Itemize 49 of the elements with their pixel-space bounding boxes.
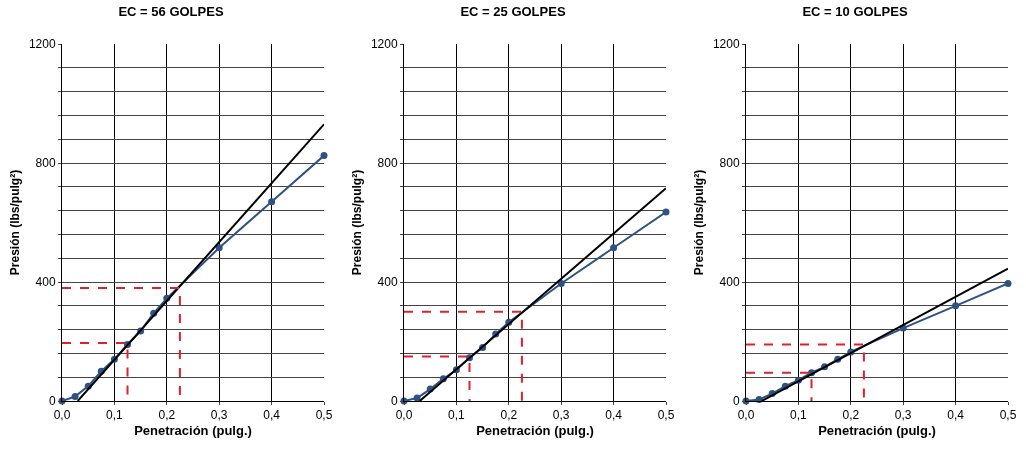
y-tick-label: 400 — [377, 275, 398, 290]
chart-title: EC = 25 GOLPES — [460, 3, 566, 19]
point — [1004, 279, 1012, 287]
y-tick-label: 400 — [719, 275, 740, 290]
y-axis-title: Presión (lbs/pulg²) — [692, 169, 707, 276]
y-axis-title: Presión (lbs/pulg²) — [350, 169, 365, 276]
y-tick-label: 800 — [377, 156, 398, 171]
y-tick-label: 1200 — [28, 37, 56, 52]
point — [320, 152, 328, 160]
point — [610, 244, 618, 252]
point — [215, 244, 223, 252]
point — [952, 302, 960, 310]
chart-title: EC = 56 GOLPES — [118, 3, 224, 19]
y-tick-label: 800 — [35, 156, 56, 171]
x-axis-title: Penetración (pulg.) — [476, 423, 594, 438]
x-tick-label: 0,1 — [790, 408, 808, 423]
x-tick-label: 0,2 — [500, 408, 518, 423]
x-tick-label: 0,3 — [552, 408, 570, 423]
x-tick-label: 0,5 — [999, 408, 1017, 423]
point — [268, 198, 276, 206]
y-tick-label: 400 — [35, 275, 56, 290]
point — [557, 279, 565, 287]
y-tick-label: 0 — [732, 394, 740, 409]
point — [413, 394, 421, 402]
x-tick-label: 0,0 — [395, 408, 413, 423]
y-tick-label: 0 — [390, 394, 398, 409]
point — [71, 393, 79, 401]
x-tick-label: 0,0 — [53, 408, 71, 423]
x-tick-label: 0,1 — [106, 408, 124, 423]
x-tick-label: 0,3 — [894, 408, 912, 423]
chart-title: EC = 10 GOLPES — [802, 3, 908, 19]
x-axis-title: Penetración (pulg.) — [134, 423, 252, 438]
x-tick-label: 0,2 — [158, 408, 176, 423]
y-tick-label: 1200 — [370, 37, 398, 52]
y-axis-title: Presión (lbs/pulg²) — [8, 169, 23, 276]
point — [662, 208, 670, 216]
x-tick-label: 0,3 — [210, 408, 228, 423]
x-tick-label: 0,5 — [657, 408, 675, 423]
y-tick-label: 800 — [719, 156, 740, 171]
x-tick-label: 0,4 — [605, 408, 623, 423]
y-tick-label: 1200 — [712, 37, 740, 52]
x-tick-label: 0,0 — [737, 408, 755, 423]
x-tick-label: 0,1 — [448, 408, 466, 423]
x-axis-title: Penetración (pulg.) — [818, 423, 936, 438]
x-tick-label: 0,5 — [315, 408, 333, 423]
y-tick-label: 0 — [48, 394, 56, 409]
x-tick-label: 0,4 — [947, 408, 965, 423]
x-tick-label: 0,4 — [263, 408, 281, 423]
x-tick-label: 0,2 — [842, 408, 860, 423]
